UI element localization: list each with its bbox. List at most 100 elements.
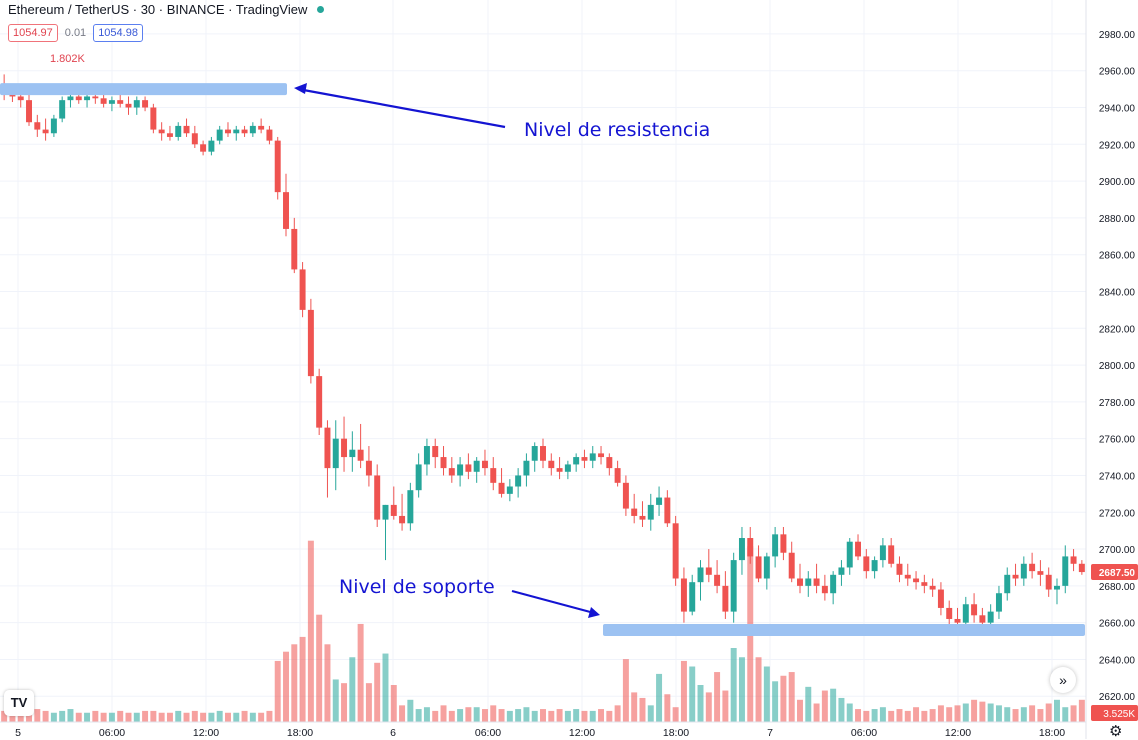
candle-body bbox=[788, 552, 795, 579]
candle-body bbox=[531, 446, 538, 461]
volume-bar bbox=[631, 692, 638, 722]
candle-body bbox=[763, 556, 770, 579]
volume-bar bbox=[622, 659, 629, 722]
volume-bar bbox=[830, 688, 837, 722]
quote-row: 1054.97 0.01 1054.98 bbox=[8, 24, 143, 42]
sell-button[interactable]: 1054.97 bbox=[8, 24, 58, 42]
volume-bar bbox=[531, 710, 538, 722]
volume-bar bbox=[133, 712, 140, 722]
volume-bar bbox=[9, 712, 16, 722]
candle-body bbox=[349, 449, 356, 458]
candle-body bbox=[183, 125, 190, 134]
volume-bar bbox=[324, 644, 331, 722]
x-tick-label: 06:00 bbox=[851, 727, 877, 739]
volume-bar bbox=[108, 712, 115, 722]
x-tick-label: 18:00 bbox=[663, 727, 689, 739]
volume-bar bbox=[1054, 699, 1060, 722]
volume-bar bbox=[233, 712, 240, 722]
candle-body bbox=[216, 129, 223, 141]
volume-bar bbox=[515, 709, 522, 722]
volume-bar bbox=[797, 699, 803, 722]
volume-bar bbox=[780, 675, 787, 722]
volume-bar bbox=[540, 709, 546, 722]
volume-bar bbox=[142, 710, 149, 722]
volume-bar bbox=[913, 707, 920, 722]
volume-bar bbox=[921, 710, 928, 722]
candle-body bbox=[1078, 563, 1085, 573]
volume-bar bbox=[473, 707, 480, 722]
spread-value: 0.01 bbox=[64, 27, 87, 39]
volume-bar bbox=[755, 657, 762, 722]
volume-bar bbox=[50, 712, 57, 722]
candle-body bbox=[258, 125, 265, 130]
volume-bar bbox=[100, 712, 107, 722]
volume-bar bbox=[763, 666, 770, 722]
y-tick-label: 2800.00 bbox=[1099, 361, 1136, 372]
volume-bar bbox=[855, 709, 862, 722]
buy-button[interactable]: 1054.98 bbox=[93, 24, 143, 42]
scroll-to-realtime-button[interactable]: » bbox=[1050, 667, 1076, 693]
candle-body bbox=[929, 585, 936, 590]
resistance-annotation: Nivel de resistencia bbox=[524, 119, 711, 141]
volume-bar bbox=[805, 686, 812, 722]
x-tick-label: 6 bbox=[390, 727, 396, 739]
candle-body bbox=[805, 578, 812, 586]
candle-body bbox=[821, 585, 828, 594]
volume-bar bbox=[224, 712, 231, 722]
volume-bar bbox=[896, 709, 903, 722]
candle-body bbox=[631, 508, 638, 516]
candle-body bbox=[614, 468, 621, 483]
gear-icon[interactable]: ⚙ bbox=[1109, 723, 1123, 740]
volume-bar bbox=[166, 712, 173, 722]
price-axis-bg bbox=[1086, 0, 1138, 739]
y-tick-label: 2740.00 bbox=[1099, 471, 1136, 482]
candle-body bbox=[316, 376, 323, 428]
y-tick-label: 2960.00 bbox=[1099, 67, 1136, 78]
candle-body bbox=[266, 129, 273, 141]
candle-body bbox=[200, 144, 207, 152]
volume-bar bbox=[498, 709, 505, 722]
candle-body bbox=[399, 515, 406, 524]
x-tick-label: 18:00 bbox=[287, 727, 313, 739]
candle-body bbox=[390, 504, 397, 516]
volume-bar bbox=[365, 683, 372, 722]
volume-bar bbox=[26, 712, 32, 722]
x-tick-label: 18:00 bbox=[1039, 727, 1065, 739]
volume-bar bbox=[821, 690, 828, 722]
candle-body bbox=[1004, 574, 1011, 594]
candle-body bbox=[722, 585, 729, 612]
y-tick-label: 2700.00 bbox=[1099, 545, 1136, 556]
volume-bar bbox=[1045, 703, 1052, 722]
volume-bar bbox=[17, 710, 24, 722]
candle-body bbox=[780, 534, 787, 553]
support-arrow-head bbox=[588, 607, 600, 618]
volume-bar bbox=[191, 710, 198, 722]
last-price-tag bbox=[1091, 564, 1138, 581]
candle-body bbox=[622, 482, 629, 509]
candle-body bbox=[1037, 571, 1044, 575]
tradingview-logo[interactable]: TV bbox=[4, 690, 34, 716]
volume-legend-value: 1.802K bbox=[50, 53, 85, 65]
candle-body bbox=[1020, 563, 1027, 579]
volume-bar bbox=[175, 710, 182, 722]
volume-bar bbox=[589, 710, 596, 722]
volume-bar bbox=[548, 710, 555, 722]
candle-body bbox=[481, 460, 488, 469]
candle-body bbox=[606, 457, 613, 469]
candle-body bbox=[332, 438, 339, 469]
candle-body bbox=[995, 593, 1002, 612]
volume-bar bbox=[1078, 699, 1085, 722]
volume-bar bbox=[1062, 707, 1069, 722]
volume-bar bbox=[75, 712, 82, 722]
volume-bar bbox=[838, 697, 845, 722]
volume-bar bbox=[1037, 709, 1044, 722]
candle-body bbox=[191, 133, 198, 145]
candle-body bbox=[937, 589, 944, 608]
resistance-level-band bbox=[0, 83, 287, 96]
x-tick-label: 7 bbox=[767, 727, 773, 739]
volume-bar bbox=[34, 709, 41, 722]
volume-bar bbox=[1, 710, 8, 722]
x-tick-label: 12:00 bbox=[945, 727, 971, 739]
candle-body bbox=[755, 556, 762, 579]
